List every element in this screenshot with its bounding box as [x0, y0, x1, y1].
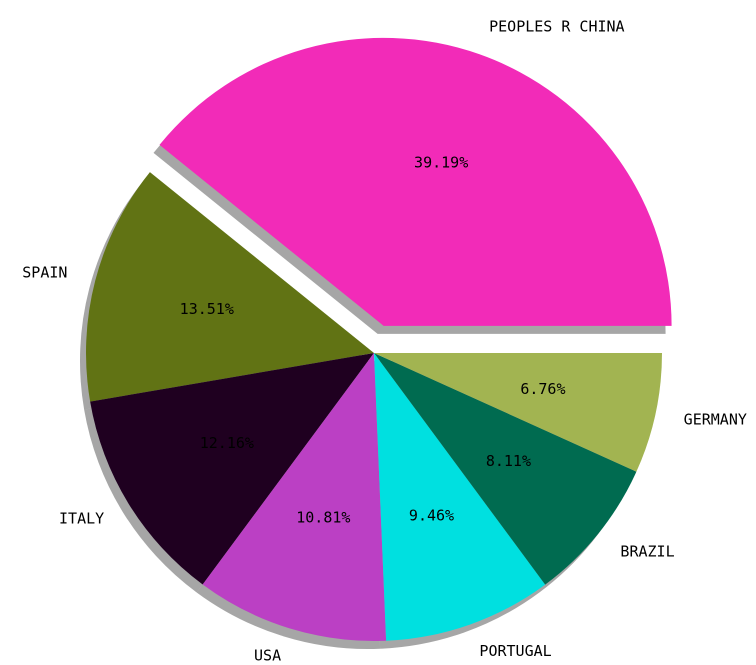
- slice-label: USA: [254, 646, 281, 664]
- slice-label: SPAIN: [22, 264, 67, 282]
- slice-label: GERMANY: [684, 410, 747, 428]
- wedge: [374, 353, 546, 641]
- slice-label: PEOPLES R CHINA: [489, 18, 624, 36]
- percent-label: 6.76%: [520, 380, 565, 398]
- percent-label: 13.51%: [180, 300, 234, 318]
- percent-label: 39.19%: [414, 153, 468, 171]
- wedge: [202, 353, 387, 641]
- slice-label: ITALY: [59, 510, 104, 528]
- wedge: [86, 172, 375, 402]
- wedge: [374, 353, 662, 472]
- percent-label: 12.16%: [200, 434, 254, 452]
- slice-label: PORTUGAL: [479, 642, 551, 660]
- slice-label: BRAZIL: [620, 543, 674, 561]
- percent-label: 8.11%: [486, 452, 531, 470]
- wedge: [159, 37, 672, 326]
- wedge: [90, 353, 375, 585]
- wedge: [374, 353, 637, 585]
- percent-label: 10.81%: [296, 509, 350, 527]
- percent-label: 9.46%: [409, 506, 454, 524]
